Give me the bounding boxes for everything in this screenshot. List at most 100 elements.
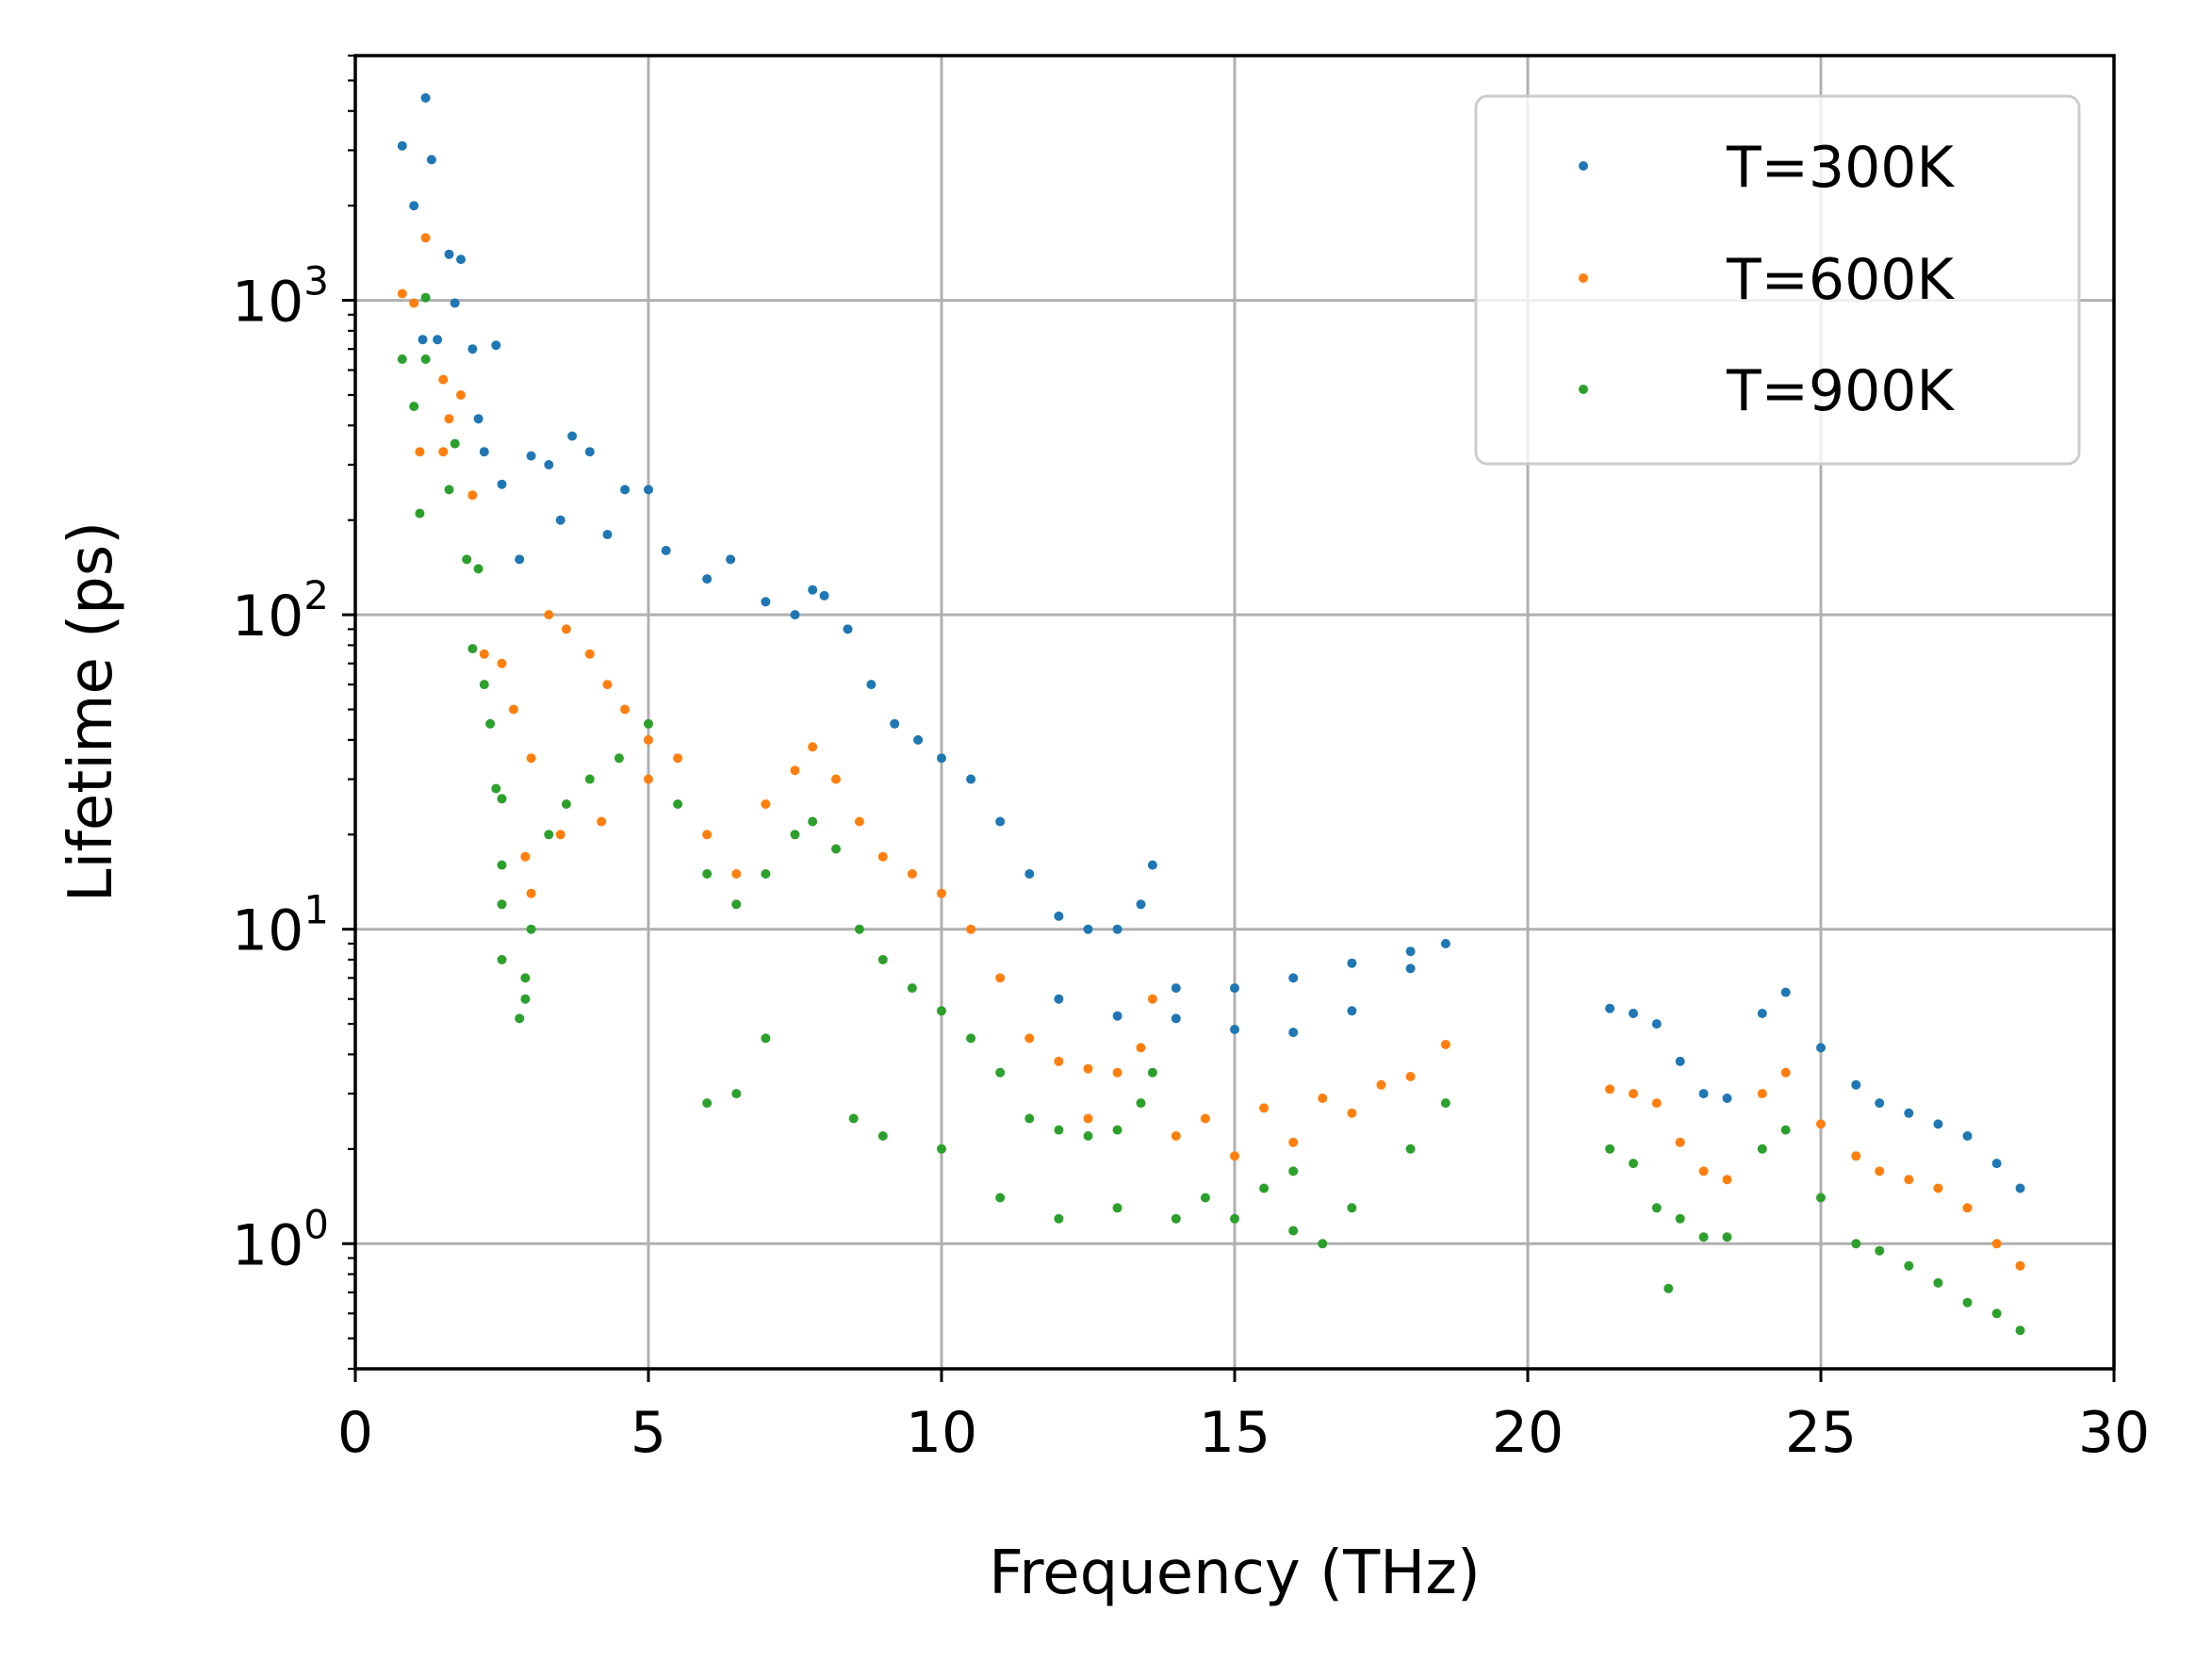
point-series-1 <box>620 704 631 715</box>
point-series-2 <box>831 844 841 854</box>
point-series-2 <box>497 860 507 870</box>
point-series-2 <box>1405 1144 1416 1154</box>
point-series-0 <box>1904 1108 1914 1118</box>
point-series-2 <box>1288 1166 1299 1177</box>
point-series-2 <box>673 799 683 809</box>
legend-marker-600k <box>1579 273 1588 283</box>
point-series-1 <box>644 774 653 784</box>
point-series-0 <box>473 414 483 424</box>
point-series-0 <box>966 774 976 784</box>
point-series-1 <box>1851 1151 1861 1161</box>
point-series-1 <box>1259 1103 1270 1113</box>
point-series-0 <box>890 718 900 729</box>
point-series-2 <box>731 899 742 910</box>
point-series-0 <box>602 530 613 539</box>
point-series-2 <box>702 869 713 879</box>
legend-label-300k: T=300K <box>1726 135 1955 201</box>
point-series-2 <box>1663 1283 1674 1293</box>
point-series-2 <box>479 680 489 690</box>
y-tick-label: 103 <box>232 258 329 336</box>
point-series-1 <box>1083 1113 1093 1124</box>
point-series-2 <box>526 924 536 934</box>
point-series-2 <box>491 783 501 794</box>
point-series-1 <box>1816 1119 1826 1129</box>
point-series-0 <box>1851 1079 1861 1090</box>
point-series-2 <box>561 799 571 809</box>
point-series-0 <box>1440 939 1450 948</box>
point-series-2 <box>1136 1098 1146 1109</box>
point-series-1 <box>508 704 518 715</box>
point-series-1 <box>1757 1089 1767 1099</box>
point-series-2 <box>1318 1239 1328 1249</box>
point-series-1 <box>1230 1151 1239 1161</box>
point-series-1 <box>555 830 565 840</box>
point-series-1 <box>1651 1098 1662 1109</box>
point-series-1 <box>831 774 841 784</box>
point-series-2 <box>1024 1113 1035 1124</box>
point-series-0 <box>1024 869 1035 879</box>
legend-box <box>1474 94 2081 466</box>
point-series-2 <box>397 354 407 364</box>
point-series-2 <box>854 924 864 934</box>
point-series-2 <box>467 644 478 654</box>
point-series-2 <box>1259 1183 1270 1193</box>
point-series-1 <box>561 624 571 634</box>
point-series-1 <box>1698 1166 1709 1177</box>
point-series-2 <box>702 1098 713 1109</box>
point-series-0 <box>1605 1003 1615 1013</box>
point-series-0 <box>467 344 478 354</box>
point-series-0 <box>1288 973 1299 983</box>
point-series-1 <box>937 888 946 898</box>
x-axis-label: Frequency (THz) <box>989 1539 1481 1608</box>
point-series-2 <box>1440 1098 1450 1109</box>
point-series-1 <box>602 680 613 690</box>
point-series-0 <box>2015 1183 2025 1193</box>
point-series-0 <box>1347 1006 1357 1016</box>
point-series-0 <box>418 335 428 345</box>
point-series-2 <box>462 554 472 565</box>
point-series-0 <box>702 574 713 584</box>
point-series-0 <box>1875 1098 1885 1109</box>
point-series-2 <box>584 774 595 784</box>
point-series-1 <box>1112 1067 1122 1078</box>
legend: T=300K T=600K T=900K <box>1474 94 2081 466</box>
point-series-0 <box>1698 1089 1709 1099</box>
point-series-0 <box>1112 924 1122 934</box>
point-series-2 <box>1054 1125 1064 1135</box>
point-series-1 <box>1605 1084 1615 1094</box>
point-series-1 <box>2015 1260 2025 1271</box>
point-series-1 <box>467 490 478 501</box>
point-series-1 <box>526 888 536 898</box>
point-series-2 <box>1722 1232 1732 1242</box>
point-series-0 <box>515 554 525 565</box>
legend-label-900k: T=900K <box>1726 358 1955 424</box>
point-series-1 <box>761 799 771 809</box>
point-series-2 <box>485 718 496 729</box>
point-series-2 <box>1875 1245 1885 1256</box>
point-series-2 <box>877 955 888 964</box>
point-series-0 <box>1675 1056 1685 1066</box>
point-series-1 <box>966 924 976 934</box>
point-series-1 <box>673 753 683 764</box>
point-series-0 <box>661 546 671 555</box>
point-series-2 <box>761 1033 771 1044</box>
point-series-1 <box>1318 1094 1328 1103</box>
point-series-0 <box>433 335 443 345</box>
point-series-0 <box>1816 1043 1826 1053</box>
point-series-0 <box>620 485 631 495</box>
point-series-2 <box>644 718 653 729</box>
point-series-0 <box>819 590 829 601</box>
legend-marker-900k <box>1579 385 1588 394</box>
point-series-1 <box>438 374 449 385</box>
point-series-0 <box>1230 1025 1239 1034</box>
point-series-0 <box>761 597 771 607</box>
point-series-1 <box>479 649 489 659</box>
point-series-0 <box>1962 1131 1973 1141</box>
point-series-2 <box>614 753 624 764</box>
point-series-1 <box>1962 1203 1973 1213</box>
point-series-0 <box>1933 1119 1943 1129</box>
point-series-0 <box>1136 899 1146 910</box>
point-series-2 <box>790 830 800 840</box>
point-series-2 <box>937 1144 946 1154</box>
point-series-1 <box>444 414 454 424</box>
